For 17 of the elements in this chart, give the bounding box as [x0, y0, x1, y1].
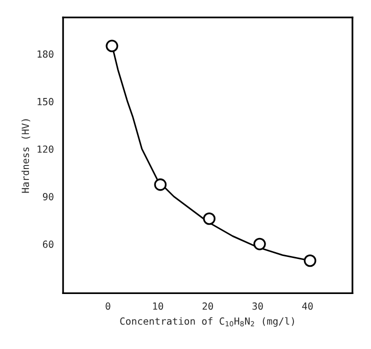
y-axis-title: Hardness (HV): [22, 119, 30, 193]
point: [304, 254, 316, 267]
y-tick-label: 150: [38, 98, 54, 106]
y-tick-label: 60: [42, 240, 54, 248]
x-tick-label: 10: [153, 302, 164, 310]
x-tick-label: 30: [252, 302, 263, 310]
x-tick-label: 0: [106, 302, 110, 310]
y-tick-label: 90: [42, 193, 54, 200]
point: [203, 212, 216, 225]
text: Concentration of C$_{10}$H$_{8}$N$_{2}$ (mg/l): [120, 317, 294, 327]
x-tick-label: 40: [302, 302, 313, 310]
point: [253, 238, 266, 250]
y-tick-label: 180: [38, 50, 54, 58]
x-tick-label: 20: [202, 302, 213, 310]
y-tick-label: 120: [38, 145, 54, 153]
point: [106, 40, 118, 52]
point: [154, 178, 167, 191]
